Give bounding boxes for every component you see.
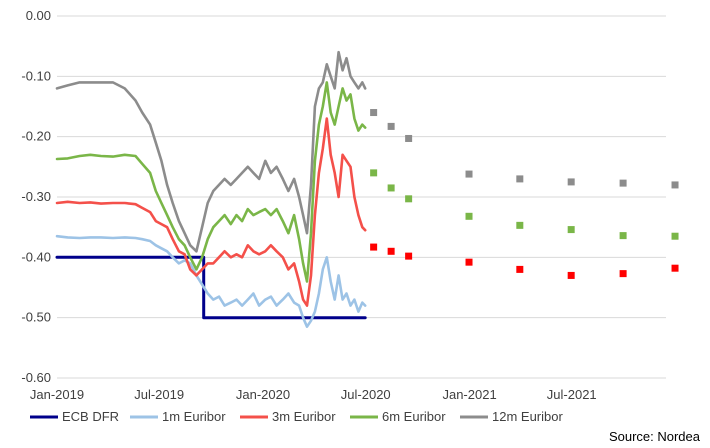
12m-euribor-forecast-marker: [671, 181, 679, 189]
y-tick-label: -0.30: [21, 189, 51, 204]
legend-label-3m-euribor: 3m Euribor: [272, 409, 336, 424]
3m-euribor-forecast-marker: [567, 271, 575, 279]
6m-euribor-forecast-marker: [567, 226, 575, 234]
6m-euribor-forecast-marker: [465, 212, 473, 220]
source-label: Source: Nordea: [609, 429, 701, 444]
forecast-markers: [370, 109, 679, 279]
12m-euribor-forecast-marker: [516, 175, 524, 183]
6m-euribor-forecast-marker: [516, 221, 524, 229]
12m-euribor-forecast-marker: [387, 122, 395, 130]
y-tick-label: -0.20: [21, 129, 51, 144]
12m-euribor-forecast-marker: [567, 178, 575, 186]
3m-euribor-forecast-marker: [619, 270, 627, 278]
3m-euribor-forecast-marker: [516, 265, 524, 273]
3m-euribor-forecast-marker: [387, 247, 395, 255]
x-tick-label: Jul-2021: [547, 387, 597, 402]
y-tick-label: -0.60: [21, 370, 51, 385]
6m-euribor-forecast-marker: [671, 232, 679, 240]
12m-euribor-forecast-marker: [370, 109, 378, 117]
3m-euribor-forecast-marker: [405, 252, 413, 260]
y-tick-label: -0.50: [21, 310, 51, 325]
gridlines: [57, 15, 666, 379]
legend-label-12m-euribor: 12m Euribor: [492, 409, 563, 424]
x-tick-label: Jan-2021: [442, 387, 496, 402]
legend-label-6m-euribor: 6m Euribor: [382, 409, 446, 424]
series-lines: [55, 50, 367, 329]
3m-euribor-line: [55, 117, 367, 307]
1m-euribor-line: [55, 234, 367, 329]
x-tick-label: Jul-2019: [134, 387, 184, 402]
y-axis-ticks: 0.00 -0.10 -0.20 -0.30 -0.40 -0.50 -0.60: [21, 8, 51, 385]
x-axis-ticks: Jan-2019 Jul-2019 Jan-2020 Jul-2020 Jan-2021…: [30, 387, 597, 402]
3m-euribor-forecast-marker: [370, 243, 378, 251]
12m-euribor-line: [55, 50, 367, 253]
6m-euribor-forecast-marker: [387, 184, 395, 192]
12m-euribor-forecast-marker: [619, 179, 627, 187]
6m-euribor-forecast-marker: [405, 195, 413, 203]
legend-label-1m-euribor: 1m Euribor: [162, 409, 226, 424]
6m-euribor-line: [55, 81, 367, 283]
3m-euribor-forecast-marker: [671, 264, 679, 272]
y-tick-label: 0.00: [26, 8, 51, 23]
y-tick-label: -0.10: [21, 68, 51, 83]
legend-label-ecb-dfr: ECB DFR: [62, 409, 119, 424]
12m-euribor-forecast-marker: [465, 170, 473, 178]
legend: ECB DFR 1m Euribor 3m Euribor 6m Euribor 12m…: [30, 409, 563, 424]
x-tick-label: Jul-2020: [341, 387, 391, 402]
6m-euribor-forecast-marker: [370, 169, 378, 177]
6m-euribor-forecast-marker: [619, 232, 627, 240]
y-tick-label: -0.40: [21, 249, 51, 264]
x-tick-label: Jan-2019: [30, 387, 84, 402]
x-tick-label: Jan-2020: [236, 387, 290, 402]
12m-euribor-forecast-marker: [405, 134, 413, 142]
3m-euribor-forecast-marker: [465, 258, 473, 266]
